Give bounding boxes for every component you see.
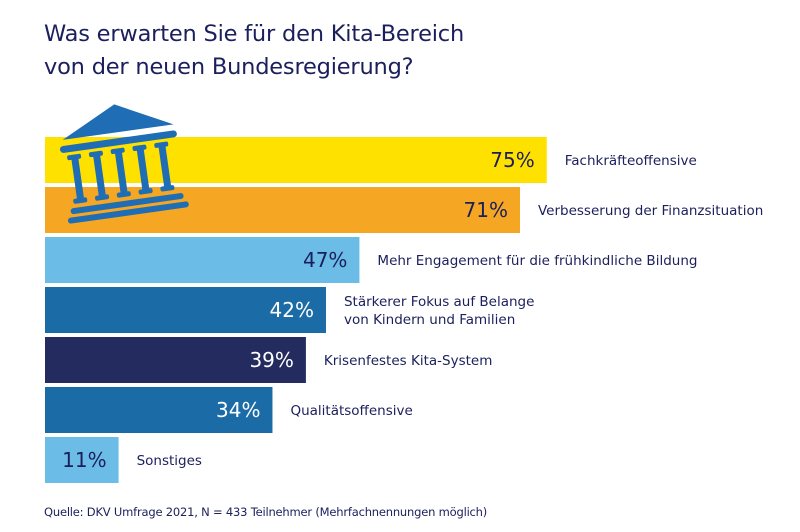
bar-value-label: 34% [216, 398, 260, 422]
bar-group: 39% Krisenfestes Kita-System [45, 337, 492, 383]
category-label: Qualitätsoffensive [290, 403, 412, 419]
bar-value-label: 47% [303, 248, 347, 272]
bar-value-label: 75% [490, 148, 534, 172]
bar-value-label: 71% [464, 198, 508, 222]
bar-value-label: 42% [270, 298, 314, 322]
category-label: Mehr Engagement für die frühkindliche Bi… [377, 253, 697, 269]
government-building-icon [59, 104, 189, 224]
category-label: Stärkerer Fokus auf Belange [344, 294, 534, 310]
bar-group: 75% Fachkräfteoffensive [45, 137, 697, 183]
bar [45, 437, 119, 483]
category-label: Verbesserung der Finanzsituation [538, 203, 763, 219]
bar-group: 42% Stärkerer Fokus auf Belange von Kinder… [45, 287, 534, 333]
category-label: Krisenfestes Kita-System [324, 353, 492, 369]
chart-title: Was erwarten Sie für den Kita-Bereich vo… [44, 18, 464, 84]
category-label: Fachkräfteoffensive [565, 153, 697, 169]
bar-value-label: 39% [249, 348, 293, 372]
chart-title-line-1: Was erwarten Sie für den Kita-Bereich [44, 21, 465, 47]
category-label: Sonstiges [137, 453, 202, 469]
category-label: von Kindern und Familien [344, 312, 515, 328]
bar-group: 47% Mehr Engagement für die frühkindliche… [45, 237, 697, 283]
bar [45, 337, 306, 383]
chart-title-line-2: von der neuen Bundesregierung? [44, 54, 414, 80]
bar [45, 387, 273, 433]
bar [45, 137, 547, 183]
source-note: Quelle: DKV Umfrage 2021, N = 433 Teilne… [44, 505, 488, 519]
bar-value-label: 11% [62, 448, 106, 472]
bar [45, 237, 360, 283]
bar-group: 11% Sonstiges [45, 437, 202, 483]
bar-group: 34% Qualitätsoffensive [45, 387, 413, 433]
bar [45, 287, 326, 333]
